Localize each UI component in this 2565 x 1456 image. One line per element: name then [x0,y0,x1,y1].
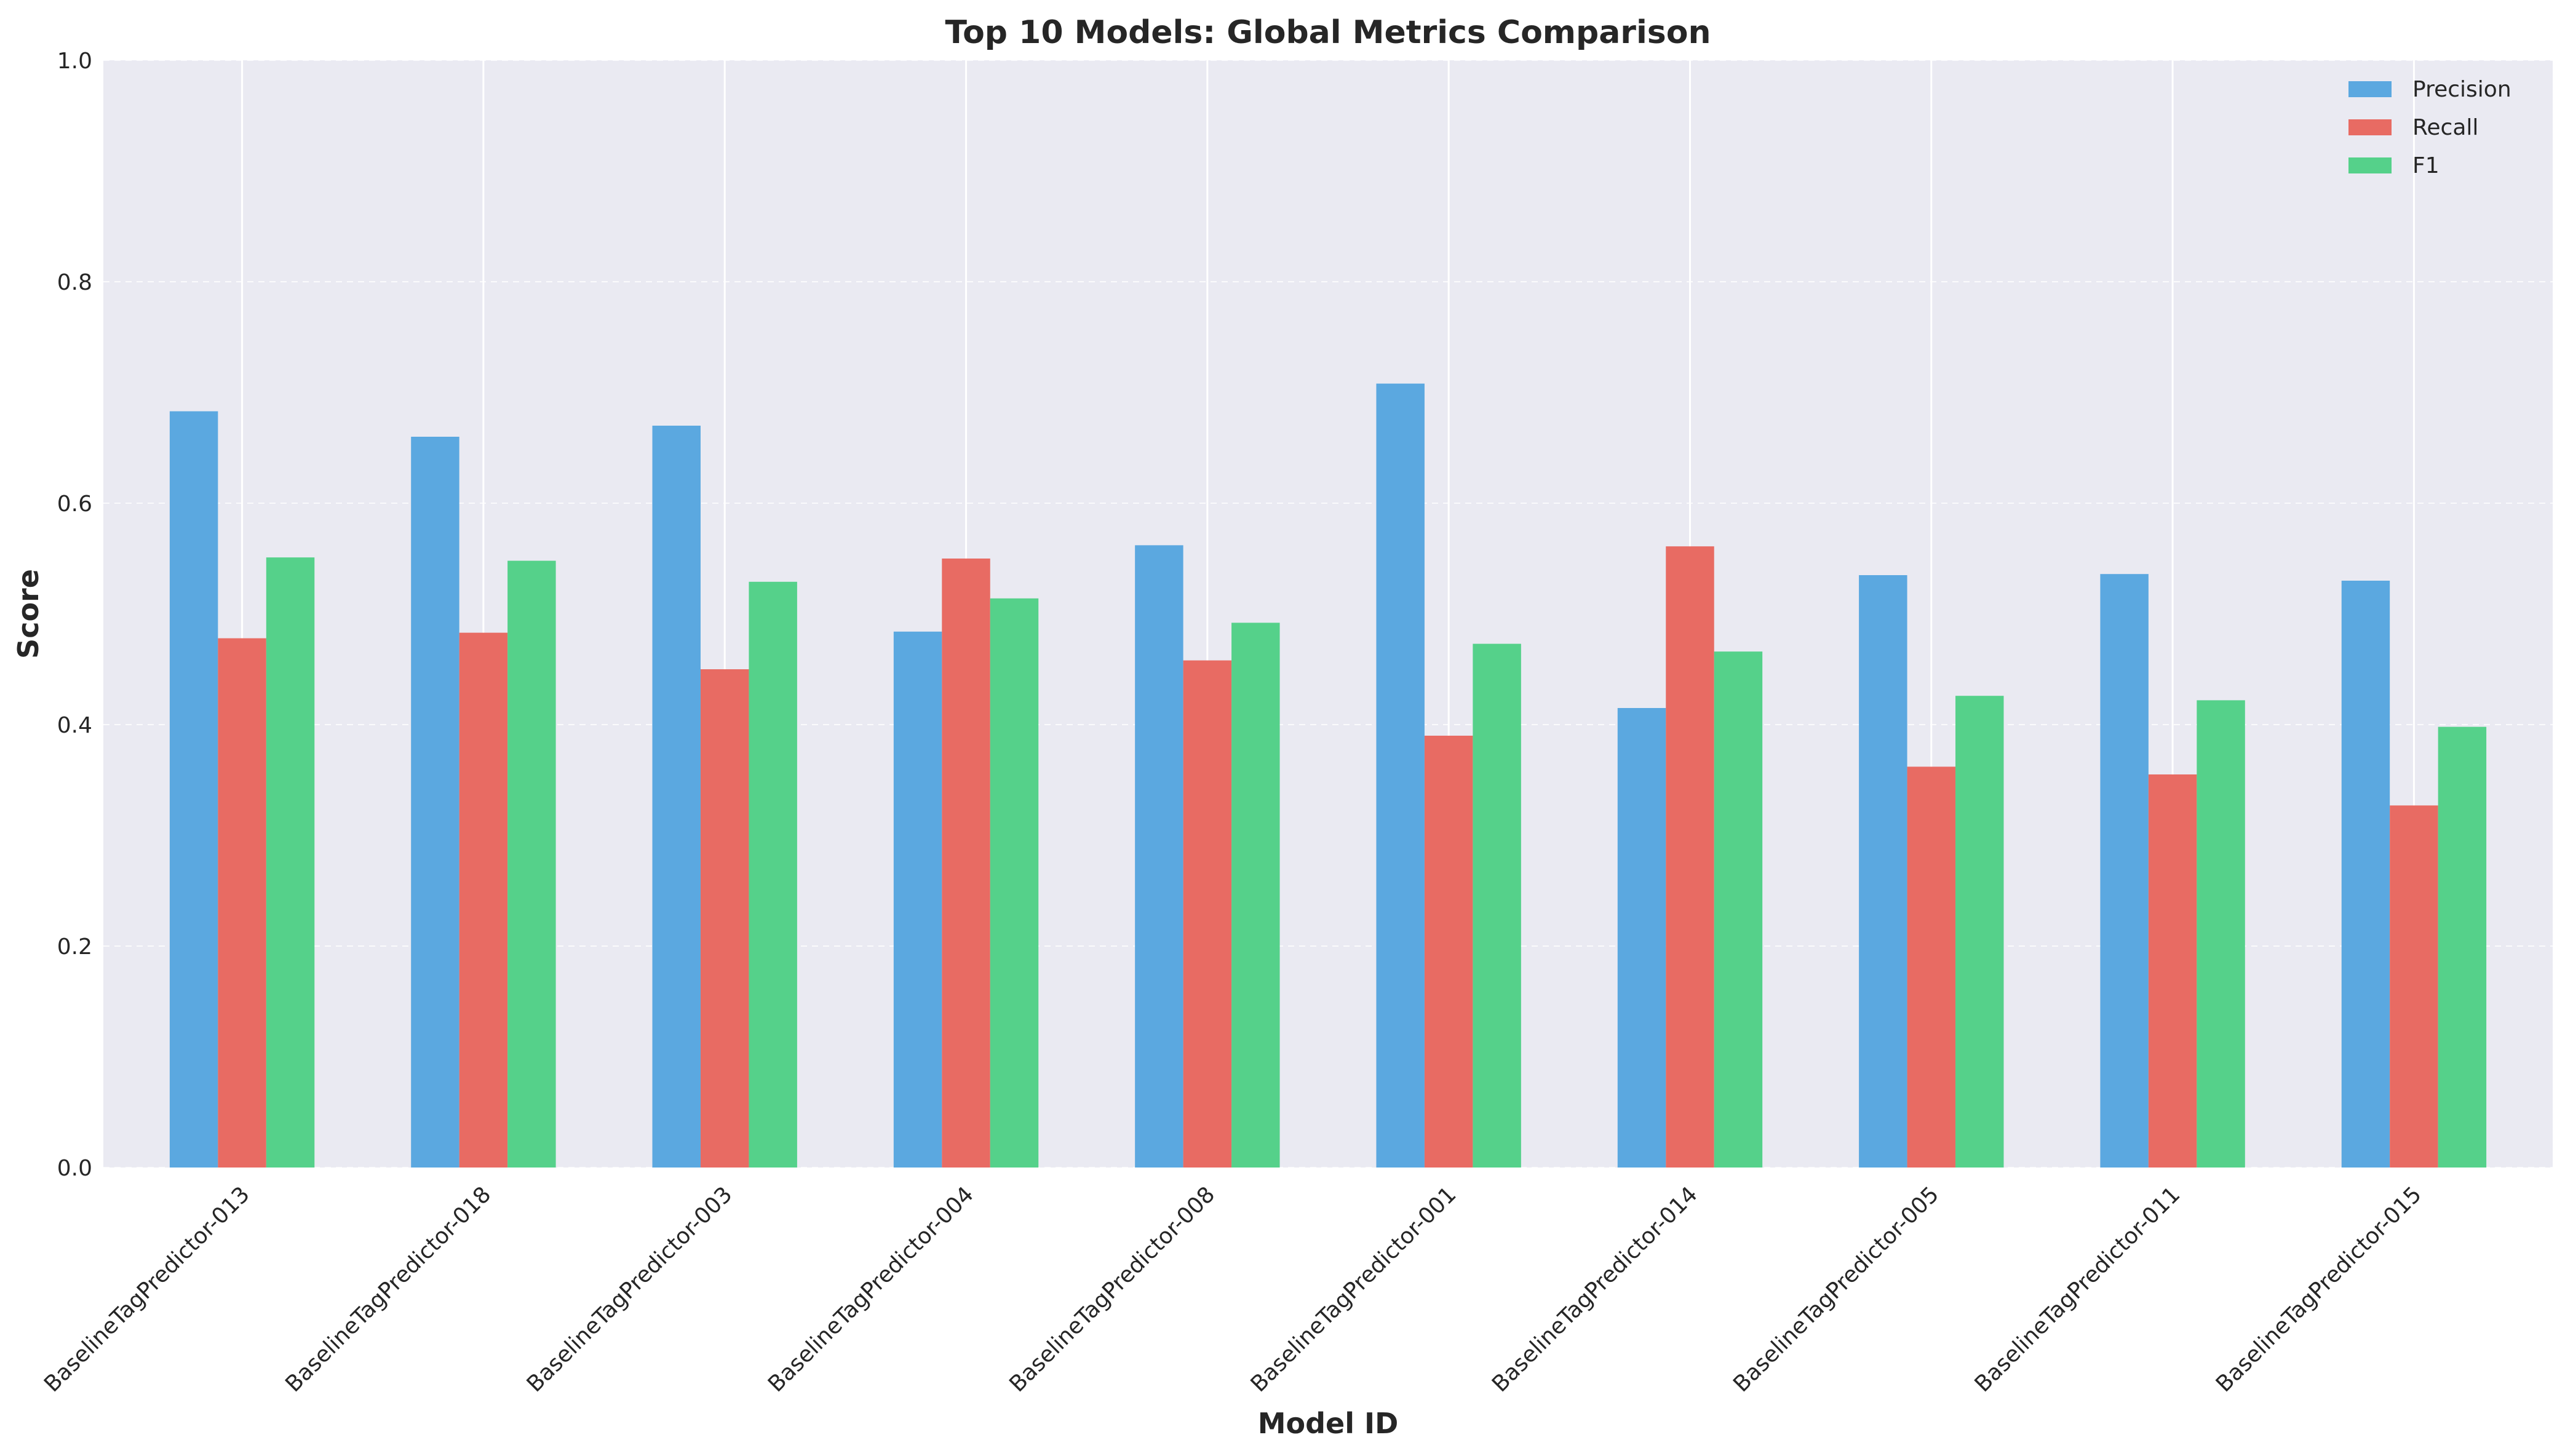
bar-recall-5 [1183,660,1232,1168]
bar-precision-7 [1617,708,1666,1168]
y-axis-label: Score [12,569,45,659]
bar-recall-1 [218,638,266,1168]
bar-recall-6 [1424,736,1473,1168]
bar-precision-10 [2341,581,2390,1168]
bar-f1-7 [1714,651,1763,1168]
bar-f1-6 [1473,643,1521,1168]
bar-precision-8 [1859,575,1907,1168]
bar-precision-9 [2100,574,2149,1168]
legend-swatch-recall [2348,119,2392,135]
legend-label-f1: F1 [2412,153,2440,178]
bar-f1-8 [1955,696,2004,1168]
bar-precision-6 [1376,383,1425,1168]
y-tick-label: 0.2 [57,934,92,960]
legend-swatch-f1 [2348,157,2392,173]
y-tick-labels: 0.0 0.2 0.4 0.6 0.8 1.0 [57,49,92,1181]
y-tick-label: 0.8 [57,270,92,295]
bar-precision-2 [411,437,459,1168]
bar-f1-3 [749,581,797,1168]
bars [169,383,2487,1168]
bar-recall-9 [2148,774,2197,1168]
bar-f1-5 [1231,623,1280,1168]
legend-swatch-precision [2348,81,2392,97]
bar-precision-4 [893,631,942,1168]
bar-precision-3 [652,426,701,1168]
y-tick-label: 0.6 [57,491,92,517]
bar-f1-4 [990,598,1039,1168]
bar-recall-2 [459,632,508,1168]
bar-precision-5 [1135,545,1183,1168]
x-axis-label: Model ID [1258,1407,1399,1440]
bar-f1-1 [266,557,315,1168]
bar-recall-4 [942,559,990,1168]
bar-recall-7 [1666,546,1714,1168]
chart-title: Top 10 Models: Global Metrics Comparison [945,14,1711,51]
legend: Precision Recall F1 [2348,77,2511,178]
y-tick-label: 0.0 [57,1156,92,1181]
y-tick-label: 1.0 [57,49,92,74]
bar-recall-8 [1907,766,1956,1168]
bar-f1-10 [2438,726,2487,1168]
bar-f1-9 [2197,700,2245,1168]
legend-label-precision: Precision [2412,77,2511,102]
legend-label-recall: Recall [2412,115,2478,140]
bar-recall-10 [2390,805,2438,1168]
bar-precision-1 [169,411,218,1168]
y-tick-label: 0.4 [57,713,92,738]
bar-recall-3 [700,669,749,1168]
bar-f1-2 [507,560,556,1168]
